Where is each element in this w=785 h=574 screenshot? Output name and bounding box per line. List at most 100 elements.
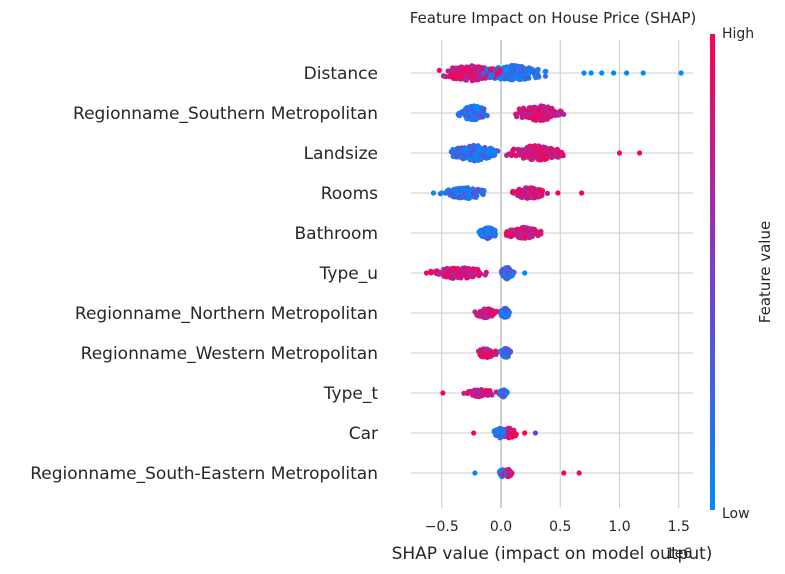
- shap-point: [453, 186, 459, 192]
- shap-point: [441, 73, 447, 79]
- shap-point: [515, 148, 522, 154]
- shap-outlier-point: [576, 470, 582, 476]
- shap-point: [487, 151, 493, 157]
- shap-outlier-point: [624, 70, 630, 76]
- shap-point: [476, 273, 482, 279]
- shap-point: [524, 152, 530, 158]
- x-tick-label: 1.0: [608, 519, 630, 535]
- shap-point: [517, 189, 523, 195]
- shap-point: [488, 147, 494, 153]
- shap-point: [498, 309, 505, 316]
- x-tick-label: 0.5: [549, 519, 571, 535]
- shap-point: [480, 388, 486, 394]
- shap-point: [514, 114, 520, 120]
- shap-point: [511, 146, 517, 152]
- shap-point: [474, 107, 480, 113]
- shap-point: [504, 152, 510, 158]
- shap-point: [492, 231, 498, 237]
- shap-outlier-point: [588, 70, 594, 76]
- shap-point: [557, 108, 564, 114]
- x-tick-labels: −0.5 0.0 0.5 1.0 1.5: [425, 519, 690, 535]
- shap-point: [516, 64, 522, 70]
- data-points: [423, 62, 684, 480]
- shap-point: [432, 269, 438, 275]
- shap-point: [533, 144, 539, 150]
- shap-point: [467, 143, 473, 149]
- shap-point: [537, 151, 543, 157]
- x-axis-label: SHAP value (impact on model output): [392, 544, 713, 564]
- shap-point: [450, 149, 457, 155]
- shap-point: [467, 157, 473, 163]
- shap-point: [534, 113, 540, 119]
- feature-label: Regionname_Northern Metropolitan: [75, 304, 378, 324]
- shap-point: [546, 109, 553, 115]
- shap-point: [468, 149, 474, 155]
- shap-point: [554, 152, 560, 158]
- shap-point: [482, 346, 488, 352]
- feature-label: Regionname_Southern Metropolitan: [73, 104, 378, 124]
- shap-point: [503, 67, 510, 73]
- shap-point: [447, 72, 453, 79]
- colorbar-label: Feature value: [756, 221, 774, 323]
- shap-outlier-point: [471, 430, 477, 436]
- feature-label: Rooms: [321, 184, 378, 204]
- colorbar-low-label: Low: [722, 506, 750, 522]
- shap-point: [522, 71, 528, 77]
- shap-point: [484, 113, 490, 119]
- shap-outlier-point: [637, 150, 643, 156]
- shap-outlier-point: [561, 470, 567, 476]
- shap-outlier-point: [532, 430, 539, 436]
- shap-point: [475, 389, 481, 396]
- shap-point: [507, 427, 513, 433]
- shap-point: [510, 433, 517, 439]
- shap-point: [529, 105, 535, 111]
- shap-point: [497, 435, 503, 441]
- shap-point: [459, 146, 465, 152]
- shap-point: [494, 308, 500, 315]
- shap-point: [524, 225, 530, 231]
- shap-point: [499, 267, 505, 273]
- shap-point: [523, 185, 529, 191]
- shap-point: [526, 111, 532, 117]
- shap-point: [513, 74, 520, 80]
- shap-outlier-point: [440, 390, 446, 396]
- feature-label: Distance: [304, 64, 378, 84]
- x-tick-label: 1.5: [668, 519, 690, 535]
- shap-point: [482, 272, 488, 278]
- shap-point: [548, 154, 554, 160]
- shap-point: [480, 71, 486, 77]
- shap-point: [457, 194, 463, 200]
- shap-point: [528, 156, 534, 162]
- shap-point: [521, 110, 527, 116]
- shap-point: [493, 351, 499, 357]
- feature-label: Landsize: [304, 144, 378, 164]
- shap-point: [477, 74, 483, 80]
- shap-point: [444, 265, 450, 272]
- shap-point: [488, 66, 494, 72]
- shap-point: [460, 266, 466, 272]
- shap-point: [473, 151, 479, 157]
- shap-point: [475, 186, 481, 192]
- shap-point: [503, 230, 510, 236]
- shap-point: [444, 188, 450, 194]
- shap-point: [542, 107, 548, 113]
- shap-point: [511, 231, 517, 238]
- feature-label: Type_t: [323, 384, 379, 404]
- shap-point: [476, 229, 482, 235]
- shap-point: [462, 153, 468, 159]
- shap-point: [510, 188, 516, 194]
- shap-point: [460, 74, 466, 80]
- shap-point: [449, 271, 455, 277]
- shap-point: [503, 347, 509, 354]
- shap-outlier-point: [472, 470, 478, 476]
- shap-point: [439, 190, 445, 196]
- shap-point: [462, 67, 469, 73]
- shap-point: [526, 65, 532, 71]
- shap-point: [454, 153, 460, 159]
- shap-point: [484, 392, 490, 398]
- shap-point: [541, 156, 547, 162]
- shap-outlier-point: [616, 150, 623, 156]
- shap-outlier-point: [581, 70, 587, 76]
- shap-point: [461, 390, 467, 396]
